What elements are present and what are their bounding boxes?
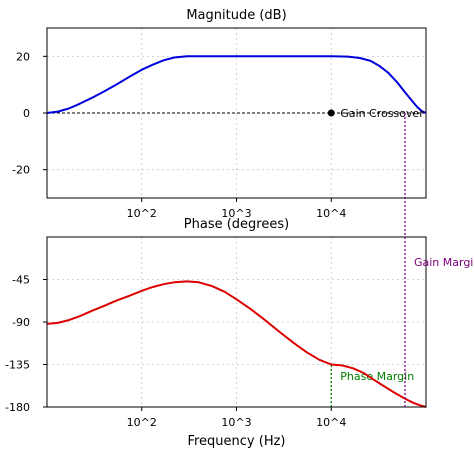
phase-y-ticks: -45 -90 -135 -180 bbox=[5, 274, 47, 414]
phase-y-tick-label-1: -90 bbox=[12, 316, 30, 329]
phase-series bbox=[46, 280, 427, 408]
magnitude-series bbox=[46, 55, 427, 114]
magnitude-x-tick-label-2: 10^4 bbox=[316, 207, 346, 220]
gain-margin-label: Gain Margin bbox=[414, 256, 474, 269]
gain-crossover-marker bbox=[327, 109, 335, 117]
magnitude-series-line-0 bbox=[46, 55, 427, 114]
phase-series-line-0 bbox=[46, 280, 427, 408]
magnitude-annotations: Gain Crossover bbox=[327, 107, 424, 120]
magnitude-y-tick-label-1: 0 bbox=[23, 107, 30, 120]
phase-y-tick-label-3: -180 bbox=[5, 401, 30, 414]
phase-y-tick-label-0: -45 bbox=[12, 274, 30, 287]
x-axis-label: Frequency (Hz) bbox=[187, 434, 285, 449]
phase-x-tick-label-2: 10^4 bbox=[316, 416, 346, 429]
phase-x-ticks: 10^2 10^3 10^4 bbox=[127, 407, 346, 429]
magnitude-x-ticks: 10^2 10^3 10^4 bbox=[127, 198, 346, 220]
gain-margin-group: Gain Margin bbox=[404, 113, 474, 407]
magnitude-title: Magnitude (dB) bbox=[186, 8, 286, 23]
magnitude-y-tick-label-2: -20 bbox=[12, 164, 30, 177]
phase-x-tick-label-1: 10^3 bbox=[221, 416, 251, 429]
phase-margin-label: Phase Margin bbox=[340, 370, 414, 383]
phase-x-tick-label-0: 10^2 bbox=[127, 416, 157, 429]
magnitude-y-ticks: 20 0 -20 bbox=[12, 50, 47, 177]
phase-y-tick-label-2: -135 bbox=[5, 359, 30, 372]
magnitude-x-tick-label-1: 10^3 bbox=[221, 207, 251, 220]
phase-annotations: Phase Margin bbox=[330, 364, 414, 407]
magnitude-y-tick-label-0: 20 bbox=[16, 50, 30, 63]
magnitude-x-tick-label-0: 10^2 bbox=[127, 207, 157, 220]
gain-crossover-label: Gain Crossover bbox=[340, 107, 424, 120]
phase-title: Phase (degrees) bbox=[184, 217, 289, 232]
